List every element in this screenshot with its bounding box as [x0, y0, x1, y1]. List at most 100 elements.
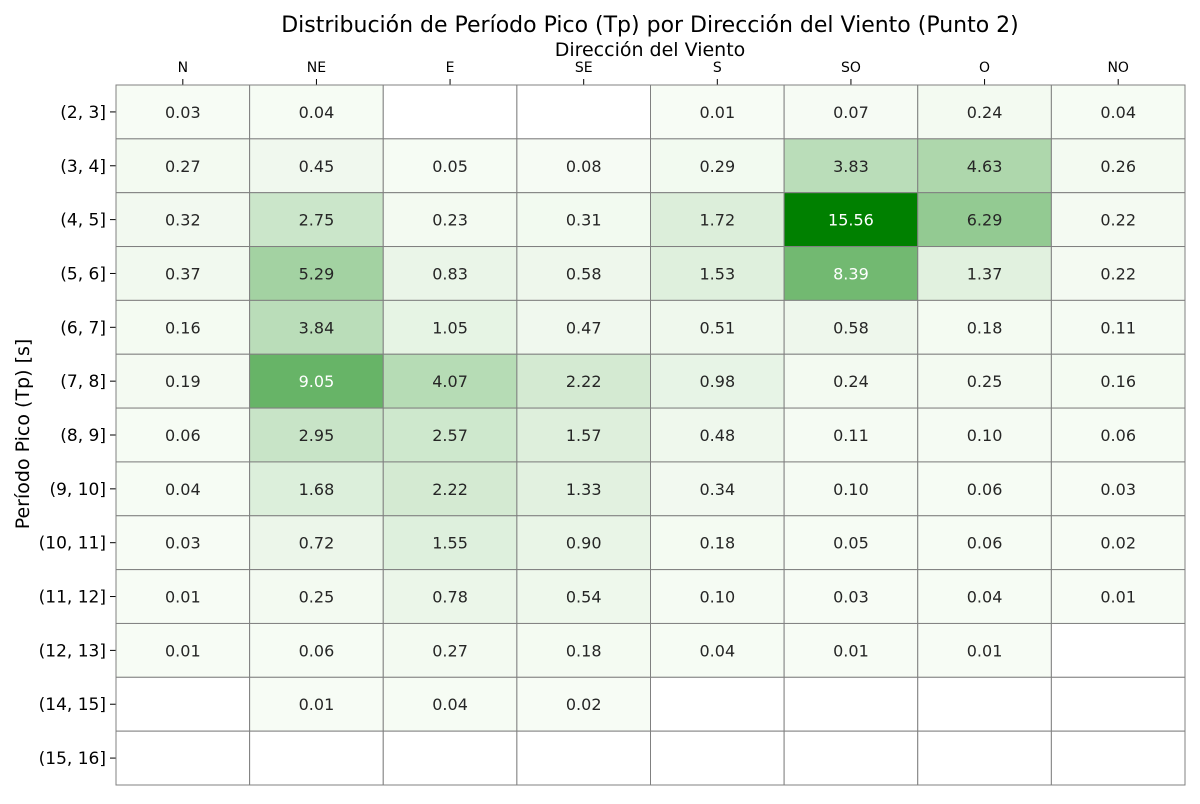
cell-value-label: 0.11 — [1100, 318, 1136, 337]
heatmap-cell — [917, 246, 1052, 301]
heatmap-cell — [650, 622, 785, 678]
cell-value-label: 1.33 — [566, 480, 602, 499]
heatmap-cell — [249, 515, 384, 571]
x-axis-label: Dirección del Viento — [555, 39, 746, 61]
cell-value-label: 2.57 — [432, 426, 468, 445]
cell-value-label: 0.31 — [566, 211, 602, 230]
cell-value-label: 0.58 — [566, 264, 602, 283]
heatmap-cell — [1050, 353, 1186, 409]
cell-value-label: 9.05 — [299, 372, 335, 391]
heatmap-cell — [917, 569, 1052, 624]
heatmap-cell — [516, 515, 651, 571]
heatmap-cell — [115, 246, 251, 301]
cell-value-label: 0.72 — [299, 534, 335, 553]
cell-value-label: 0.16 — [1100, 372, 1136, 391]
heatmap-cell — [382, 84, 518, 140]
heatmap-cell — [382, 622, 518, 678]
heatmap-cell — [1050, 192, 1186, 248]
heatmap-cell — [1050, 407, 1186, 463]
heatmap-cell — [249, 730, 384, 786]
cell-value-label: 0.04 — [299, 103, 335, 122]
cell-value-label: 2.22 — [566, 372, 602, 391]
cell-value-label: 0.27 — [165, 157, 201, 176]
heatmap-cell — [115, 569, 251, 624]
cell-value-label: 0.06 — [299, 641, 335, 660]
y-tick-label: (10, 11] — [39, 534, 106, 554]
cell-value-label: 0.23 — [432, 211, 468, 230]
x-tick-label: S — [713, 60, 722, 76]
heatmap-cell — [783, 569, 919, 624]
y-tick-label: (4, 5] — [60, 211, 106, 231]
heatmap-cell — [650, 730, 785, 786]
cell-value-label: 0.22 — [1100, 264, 1136, 283]
cell-value-label: 15.56 — [828, 211, 874, 230]
cell-value-label: 2.75 — [299, 211, 335, 230]
cell-value-label: 1.55 — [432, 534, 468, 553]
heatmap-cell — [249, 138, 384, 194]
heatmap-cell — [516, 569, 651, 624]
cell-value-label: 0.45 — [299, 157, 335, 176]
heatmap-cell — [917, 515, 1052, 571]
cell-value-label: 0.54 — [566, 588, 602, 607]
cell-value-label: 2.22 — [432, 480, 468, 499]
heatmap-cell — [115, 515, 251, 571]
heatmap-cell — [382, 138, 518, 194]
cell-value-label: 0.34 — [700, 480, 736, 499]
heatmap-cell — [917, 138, 1052, 194]
heatmap-cell — [115, 622, 251, 678]
heatmap-cell — [115, 192, 251, 248]
x-tick-label: O — [979, 60, 990, 76]
cell-value-label: 0.01 — [165, 641, 201, 660]
heatmap-cell — [115, 676, 251, 732]
heatmap-cell — [382, 192, 518, 248]
cell-value-label: 0.10 — [967, 426, 1003, 445]
heatmap-cell — [249, 246, 384, 301]
cell-value-label: 0.78 — [432, 588, 468, 607]
x-tick-label: N — [178, 60, 188, 76]
heatmap-cell — [917, 622, 1052, 678]
heatmap-cell — [249, 569, 384, 624]
cell-value-label: 0.01 — [165, 588, 201, 607]
cell-value-label: 4.07 — [432, 372, 468, 391]
y-tick-label: (2, 3] — [60, 103, 106, 123]
cell-value-label: 0.01 — [299, 695, 335, 714]
y-axis-label: Período Pico (Tp) [s] — [12, 339, 34, 530]
heatmap-cell — [650, 461, 785, 517]
cell-value-label: 6.29 — [967, 211, 1003, 230]
heatmap-cell — [516, 192, 651, 248]
cell-value-label: 0.25 — [967, 372, 1003, 391]
cell-value-label: 0.06 — [1100, 426, 1136, 445]
heatmap-cell — [249, 353, 384, 409]
x-tick-label: NO — [1107, 60, 1129, 76]
heatmap-cell-labels: 0.03 0.04 0.01 0.07 0.24 0.04 0.27 0.45 0.05 0.08… — [165, 103, 1136, 714]
x-tick-label: NE — [307, 60, 326, 76]
cell-value-label: 1.57 — [566, 426, 602, 445]
cell-value-label: 0.03 — [165, 534, 201, 553]
cell-value-label: 0.19 — [165, 372, 201, 391]
heatmap-cell — [650, 676, 785, 732]
heatmap-cell — [783, 84, 919, 140]
cell-value-label: 0.98 — [700, 372, 736, 391]
cell-value-label: 0.90 — [566, 534, 602, 553]
cell-value-label: 0.27 — [432, 641, 468, 660]
heatmap-cell — [783, 299, 919, 355]
cell-value-label: 0.08 — [566, 157, 602, 176]
heatmap-cell — [516, 730, 651, 786]
cell-value-label: 0.83 — [432, 264, 468, 283]
heatmap-cell — [115, 730, 251, 786]
y-tick-label: (6, 7] — [60, 318, 106, 338]
heatmap-cell — [249, 407, 384, 463]
heatmap-cell — [516, 246, 651, 301]
y-tick-label: (11, 12] — [39, 588, 106, 608]
y-tick-label: (14, 15] — [39, 695, 106, 715]
x-tick-label: SO — [841, 60, 861, 76]
y-tick-label: (9, 10] — [49, 480, 106, 500]
y-tick-label: (5, 6] — [60, 264, 106, 284]
cell-value-label: 0.26 — [1100, 157, 1136, 176]
y-tick-label: (7, 8] — [60, 372, 106, 392]
cell-value-label: 1.05 — [432, 318, 468, 337]
heatmap-cell — [783, 730, 919, 786]
cell-value-label: 1.72 — [700, 211, 736, 230]
cell-value-label: 0.18 — [700, 534, 736, 553]
